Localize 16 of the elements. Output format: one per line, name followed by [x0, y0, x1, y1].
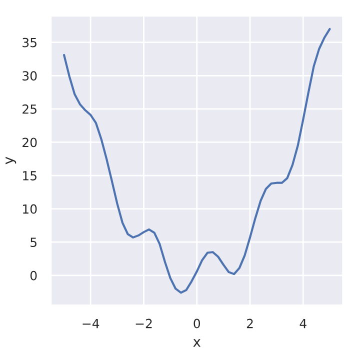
x-tick-label: 2 [246, 318, 253, 328]
y-tick-label: 25 [22, 104, 36, 114]
x-tick-label: −2 [136, 318, 152, 328]
y-tick-label: 30 [22, 71, 37, 81]
x-axis-title: x [193, 339, 201, 347]
y-tick-label: 10 [23, 204, 37, 214]
x-tick-label: 4 [300, 318, 306, 328]
y-tick-label: 15 [23, 171, 36, 180]
y-tick-label: 0 [30, 270, 37, 280]
y-tick-label: 35 [22, 38, 36, 48]
x-tick-label: 0 [194, 318, 200, 328]
y-tick-label: 5 [30, 238, 36, 248]
x-tick-label: −4 [82, 318, 100, 328]
y-axis-title: y [6, 156, 16, 164]
line-series [62, 28, 331, 294]
y-tick-label: 20 [22, 138, 37, 148]
